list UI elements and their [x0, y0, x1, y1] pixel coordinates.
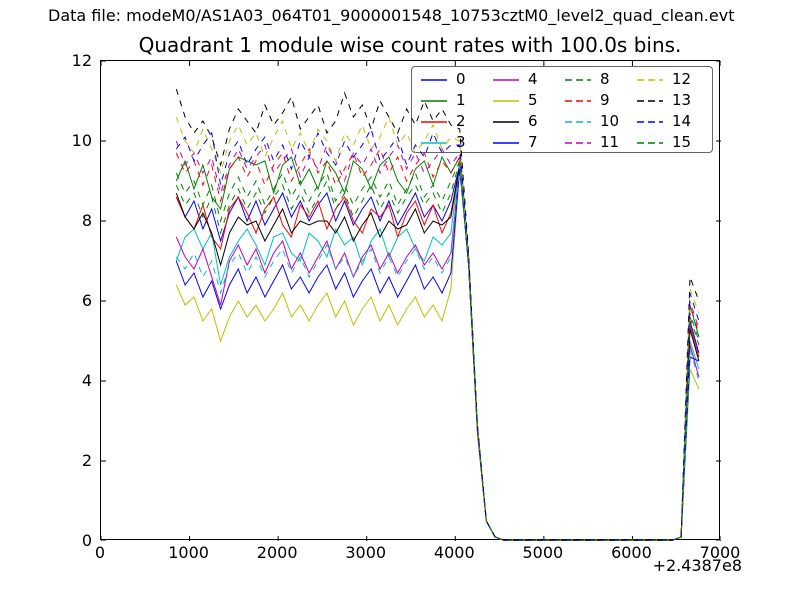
legend: 0 1 2 3 4 5 6 [411, 66, 713, 153]
legend-line-sample [565, 78, 591, 81]
legend-line-sample [493, 120, 519, 123]
legend-label: 8 [600, 70, 610, 88]
legend-line-sample [421, 141, 447, 144]
legend-item: 5 [493, 90, 565, 111]
series-line-7 [175, 168, 700, 541]
series-line-12 [175, 115, 700, 541]
y-tick-label-8: 8 [81, 211, 92, 230]
legend-line-sample [493, 141, 519, 144]
legend-label: 6 [528, 112, 538, 130]
legend-item: 8 [565, 69, 637, 90]
legend-line-sample [637, 99, 663, 102]
x-tick-label-1000: 1000 [168, 543, 209, 562]
x-tick-label-0: 0 [94, 543, 106, 562]
legend-item: 15 [637, 132, 709, 153]
y-tick-label-0: 0 [81, 531, 92, 550]
legend-line-sample [637, 78, 663, 81]
legend-line-sample [637, 120, 663, 123]
legend-line-sample [421, 99, 447, 102]
series-line-13 [175, 88, 700, 541]
series-line-6 [175, 164, 700, 541]
legend-item: 9 [565, 90, 637, 111]
legend-item: 3 [421, 132, 493, 153]
legend-label: 7 [528, 133, 538, 151]
legend-item: 6 [493, 111, 565, 132]
legend-line-sample [421, 120, 447, 123]
series-line-0 [175, 164, 700, 541]
legend-label: 9 [600, 91, 610, 109]
series-line-15 [175, 160, 700, 541]
y-tick-label-12: 12 [71, 51, 92, 70]
legend-item: 0 [421, 69, 493, 90]
legend-item: 14 [637, 111, 709, 132]
series-line-9 [175, 147, 700, 541]
y-tick-label-2: 2 [81, 451, 92, 470]
legend-line-sample [637, 141, 663, 144]
x-tick-label-4000: 4000 [433, 543, 475, 562]
legend-line-sample [421, 78, 447, 81]
x-tick-label-6000: 6000 [611, 543, 652, 562]
legend-line-sample [565, 99, 591, 102]
legend-item: 7 [493, 132, 565, 153]
legend-item: 11 [565, 132, 637, 153]
legend-label: 10 [600, 112, 620, 130]
legend-label: 12 [672, 70, 692, 88]
legend-label: 1 [456, 91, 466, 109]
legend-line-sample [565, 120, 591, 123]
legend-line-sample [565, 141, 591, 144]
legend-line-sample [493, 99, 519, 102]
legend-item: 1 [421, 90, 493, 111]
legend-label: 15 [672, 133, 692, 151]
legend-line-sample [493, 78, 519, 81]
legend-label: 2 [456, 112, 466, 130]
series-line-8 [175, 159, 700, 541]
series-line-10 [175, 164, 700, 541]
legend-item: 13 [637, 90, 709, 111]
legend-item: 10 [565, 111, 637, 132]
datafile-label: Data file: modeM0/AS1A03_064T01_90000015… [48, 6, 735, 25]
series-line-1 [175, 155, 700, 541]
series-line-4 [175, 164, 700, 541]
x-tick-label-2000: 2000 [256, 543, 298, 562]
legend-item: 12 [637, 69, 709, 90]
series-line-3 [175, 160, 700, 541]
legend-label: 14 [672, 112, 692, 130]
plot-area: 0 1 2 3 4 5 6 [100, 60, 721, 541]
x-tick-label-3000: 3000 [345, 543, 387, 562]
series-line-2 [175, 164, 700, 541]
legend-label: 3 [456, 133, 466, 151]
legend-label: 13 [672, 91, 692, 109]
legend-item: 4 [493, 69, 565, 90]
series-line-5 [175, 168, 700, 541]
x-axis-offset-label: +2.4387e8 [652, 556, 742, 575]
legend-label: 4 [528, 70, 538, 88]
y-tick-label-10: 10 [71, 131, 92, 150]
series-line-14 [175, 127, 700, 541]
legend-label: 0 [456, 70, 466, 88]
legend-label: 11 [600, 133, 620, 151]
x-tick-label-5000: 5000 [522, 543, 564, 562]
legend-label: 5 [528, 91, 538, 109]
chart-title: Quadrant 1 module wise count rates with … [138, 33, 682, 57]
y-tick-label-6: 6 [81, 291, 92, 310]
series-line-11 [175, 140, 700, 541]
y-tick-label-4: 4 [81, 371, 92, 390]
legend-item: 2 [421, 111, 493, 132]
x-tick-label-7000: 7000 [699, 543, 741, 562]
